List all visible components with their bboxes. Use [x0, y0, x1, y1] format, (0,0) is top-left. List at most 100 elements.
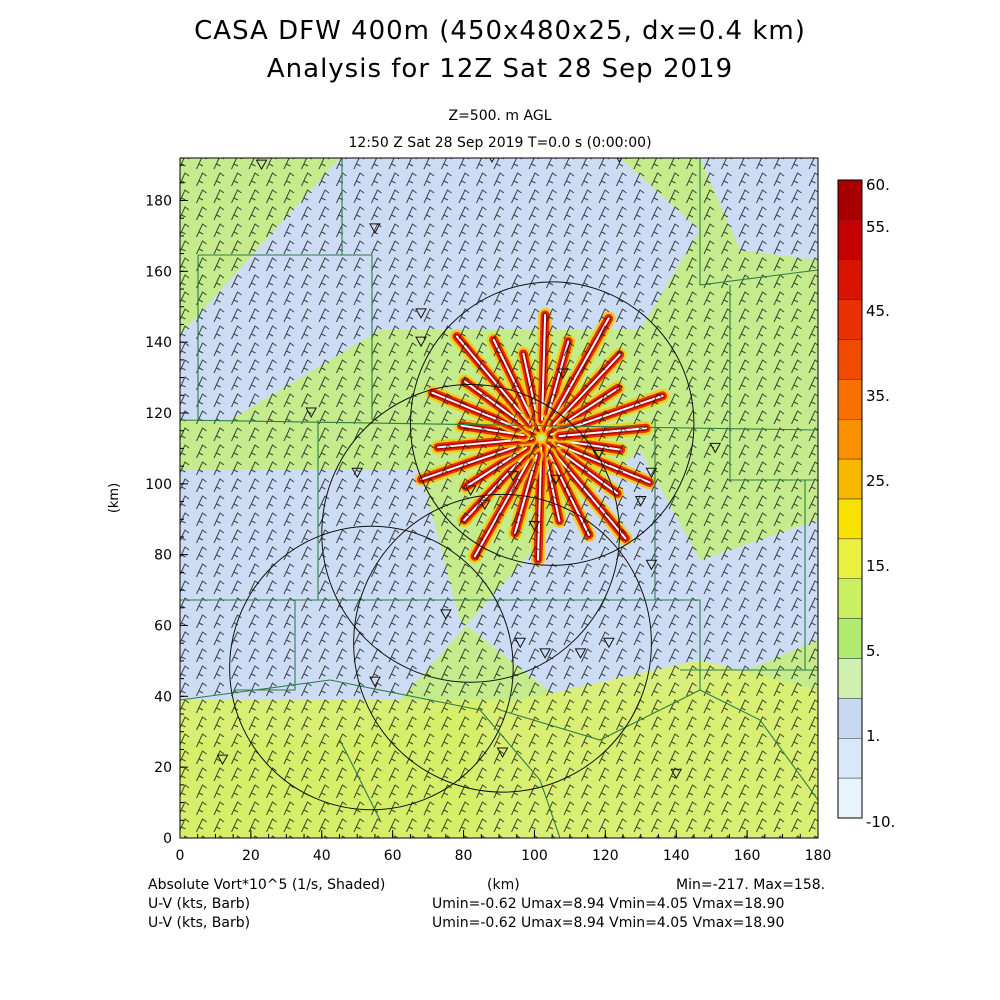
x-tick-label: 40: [313, 848, 331, 864]
colorbar-segment: [837, 379, 863, 420]
station-marker: [496, 747, 509, 759]
vorticity-streak-centre: [546, 462, 561, 522]
colorbar-label: 5.: [866, 642, 880, 660]
y-axis-label: (km): [107, 483, 122, 513]
county-border: [235, 600, 296, 691]
vorticity-streak-core: [539, 312, 548, 423]
colorbar-label: 1.: [866, 727, 880, 745]
vorticity-streak-core: [545, 442, 629, 541]
x-tick-label: 20: [242, 848, 260, 864]
vorticity-streak-centre: [536, 446, 543, 561]
colorbar-label: 35.: [866, 387, 890, 405]
station-marker: [216, 754, 229, 766]
vorticity-streak-centre: [558, 427, 648, 438]
vorticity-streak-outer: [544, 432, 628, 457]
vorticity-streak: [460, 377, 538, 437]
x-tick-label: 160: [734, 848, 761, 864]
vorticity-streak: [549, 350, 625, 430]
vorticity-streak-centre: [545, 317, 610, 431]
x-tick-label: 140: [663, 848, 690, 864]
wind-stats-1: Umin=-0.62 Umax=8.94 Vmin=4.05 Vmax=18.9…: [432, 896, 785, 912]
colorbar-label: 55.: [866, 218, 890, 236]
vorticity-streak-outer: [555, 446, 625, 501]
colorbar-segment: [837, 419, 863, 460]
vorticity-streak: [557, 448, 622, 498]
county-border: [699, 158, 818, 286]
vorticity-streak-centre: [460, 424, 525, 437]
vorticity-streak-outer: [414, 439, 524, 487]
vorticity-streak-outer: [486, 332, 538, 422]
vorticity-streak-outer: [457, 374, 541, 439]
yellow-green-band: [180, 700, 480, 838]
colorbar-segment: [837, 458, 863, 500]
vorticity-streak-centre: [463, 380, 535, 433]
wind-barbs: [180, 158, 818, 838]
wind-stats-2: Umin=-0.62 Umax=8.94 Vmin=4.05 Vmax=18.9…: [432, 915, 785, 931]
station-marker: [634, 496, 647, 507]
vorticity-streak-core: [454, 333, 533, 427]
vorticity-streak-outer: [535, 307, 553, 427]
vorticity-streak-outer: [425, 385, 525, 435]
vorticity-streak: [553, 440, 655, 487]
y-tick-label: 80: [154, 548, 172, 564]
vorticity-streak-outer: [516, 346, 547, 436]
vorticity-streak-centre: [522, 352, 541, 430]
vorticity-streak-core: [435, 436, 535, 450]
county-border: [499, 689, 818, 801]
vorticity-streak-core: [551, 352, 623, 428]
vorticity-streak: [459, 440, 540, 525]
vorticity-streak-outer: [457, 438, 542, 528]
vorticity-streak-centre: [561, 452, 619, 495]
vorticity-streak-outer: [508, 448, 544, 541]
vorticity-streak-outer: [539, 311, 616, 437]
vorticity-streak: [544, 449, 594, 540]
y-tick-label: 60: [154, 619, 172, 635]
colorbar-segment: [837, 179, 863, 221]
colorbar-label: -10.: [866, 813, 895, 831]
colorbar-segment: [837, 538, 863, 579]
station-marker: [478, 499, 491, 511]
vorticity-streak-centre: [492, 338, 532, 416]
low-vorticity-region: [700, 158, 818, 260]
station-marker: [528, 520, 541, 532]
station-marker: [592, 450, 605, 461]
county-border: [339, 739, 381, 821]
colorbar-segment: [837, 777, 863, 819]
wind-barb-label-2: U-V (kts, Barb): [148, 915, 251, 931]
colorbar-segment: [837, 698, 863, 739]
colorbar-segment: [837, 578, 863, 619]
level-label: Z=500. m AGL: [448, 108, 552, 124]
vorticity-streak-centre: [420, 445, 518, 481]
low-vorticity-region: [180, 450, 818, 700]
county-border: [729, 285, 818, 481]
vorticity-streak-outer: [546, 347, 627, 432]
vorticity-streak-outer: [541, 334, 576, 420]
vorticity-streak-outer: [556, 381, 625, 431]
vorticity-streak-core: [491, 337, 533, 417]
vorticity-streak-outer: [540, 438, 633, 546]
vorticity-streak-centre: [548, 452, 590, 536]
vorticity-streak-core: [544, 460, 562, 524]
vorticity-streak-centre: [455, 335, 531, 425]
station-marker: [539, 648, 551, 659]
vorticity-streak: [543, 440, 631, 543]
vorticity-streak-core: [545, 338, 571, 416]
vorticity-streak: [433, 434, 537, 452]
vorticity-streak-outer: [449, 329, 537, 431]
vorticity-streak: [558, 383, 623, 429]
y-tick-label: 180: [145, 194, 172, 210]
vorticity-streak-centre: [465, 446, 528, 488]
low-vorticity-region: [180, 750, 230, 820]
y-tick-label: 40: [154, 689, 172, 705]
radar-range-circle: [321, 384, 621, 683]
radar-range-circle: [409, 281, 695, 566]
county-border: [180, 419, 818, 431]
vorticity-streak: [489, 335, 535, 419]
colorbar-segment: [837, 498, 863, 540]
vorticity-streak-core: [463, 445, 529, 490]
yellow-green-band: [180, 660, 818, 838]
colorbar-segment: [837, 658, 863, 699]
vorticity-streak-centre: [547, 340, 570, 414]
colorbar-label: 45.: [866, 302, 890, 320]
y-tick-label: 140: [145, 335, 172, 351]
